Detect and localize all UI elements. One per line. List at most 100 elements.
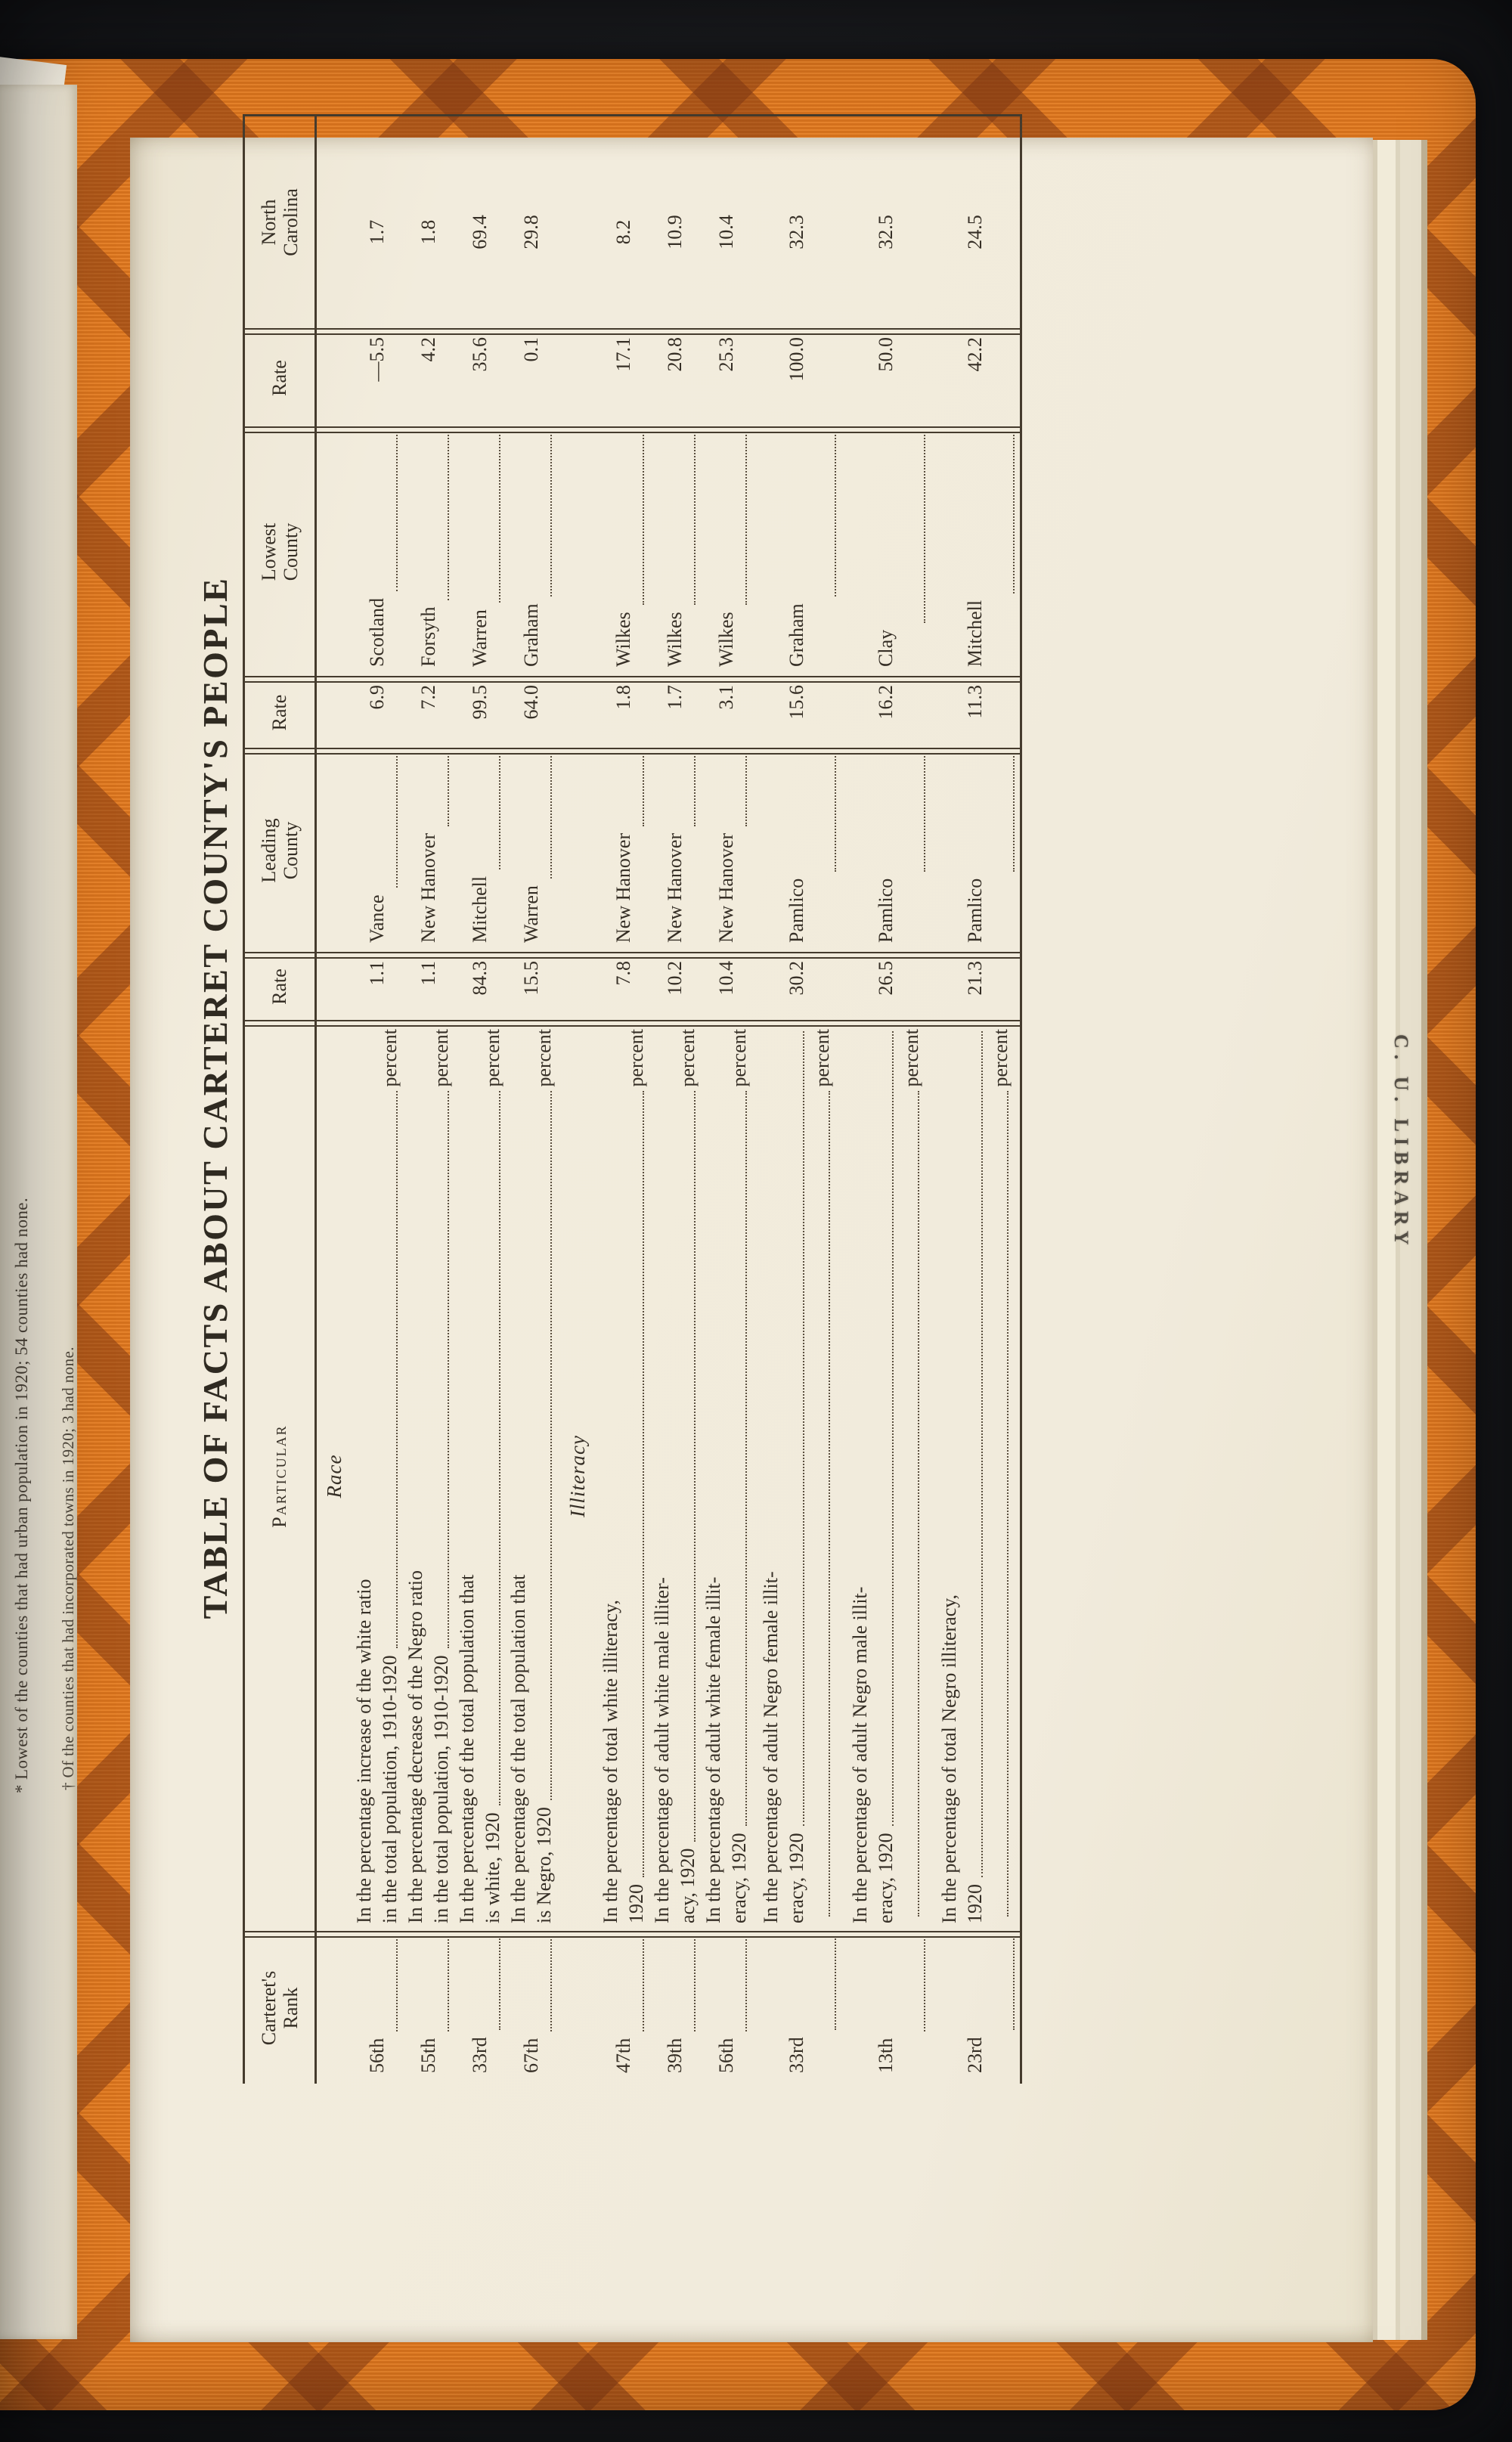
rank-value: 39th xyxy=(664,2038,686,2073)
section-heading-spacer xyxy=(557,749,598,953)
dotted-leader xyxy=(694,1936,696,2031)
particular-cell: In the percentage of adult white female … xyxy=(701,1021,752,1932)
particular-line: In the percentage of adult Negro female … xyxy=(758,1027,784,1923)
header-leading-county: Leading County xyxy=(245,749,314,953)
footnote-incorporated-towns: † Of the counties that had incorporated … xyxy=(59,1347,77,1790)
table-row: 39th In the percentage of adult white mal… xyxy=(649,116,701,2084)
dotted-leader xyxy=(1007,1090,1009,1917)
dotted-leader xyxy=(396,1936,398,2031)
leading-county-cell: Mitchell xyxy=(454,749,506,953)
facing-page-edge xyxy=(0,85,77,2339)
particular-line: In the percentage of adult white female … xyxy=(701,1027,727,1923)
particular-text: In the percentage of adult white male il… xyxy=(651,1577,673,1923)
particular-text: eracy, 1920 xyxy=(875,1833,897,1923)
dotted-leader xyxy=(981,1031,983,1877)
dotted-leader xyxy=(448,753,449,826)
leading-county-name: New Hanover xyxy=(612,832,634,943)
rank-value: 33rd xyxy=(785,2037,807,2073)
lowest-rate-cell: 4.2 xyxy=(403,330,454,428)
leading-county-name: Mitchell xyxy=(469,875,491,943)
lowest-county-cell: Wilkes xyxy=(649,428,701,677)
section-heading-spacer xyxy=(317,953,352,1021)
section-heading-spacer xyxy=(557,330,598,428)
leading-county-cell: Warren xyxy=(506,749,557,953)
particular-text: 1920 xyxy=(625,1884,647,1923)
carteret-rate-cell: 10.2 xyxy=(649,953,701,1021)
dotted-leader xyxy=(892,1031,894,1827)
percent-label: percent xyxy=(811,1029,833,1087)
dotted-leader xyxy=(499,753,500,869)
leading-county-name: Pamlico xyxy=(964,878,986,943)
particular-line: In the percentage of the total populatio… xyxy=(506,1027,531,1923)
particular-cell: In the percentage increase of the white … xyxy=(352,1021,403,1932)
particular-line: In the percentage of adult Negro male il… xyxy=(847,1027,873,1923)
particular-text: In the percentage increase of the white … xyxy=(353,1579,375,1924)
rank-value: 13th xyxy=(875,2038,897,2073)
leading-rate-cell: 6.9 xyxy=(352,677,403,749)
particular-line: in the total population, 1910-1920 percen… xyxy=(429,1027,454,1923)
table-row: 33rd In the percentage of the total popul… xyxy=(454,116,506,2084)
dotted-leader xyxy=(924,1936,925,2031)
dotted-leader xyxy=(643,1936,644,2031)
section-heading-spacer xyxy=(317,330,352,428)
particular-line: In the percentage decrease of the Negro … xyxy=(403,1027,429,1923)
particular-text: In the percentage of total white illiter… xyxy=(600,1600,621,1923)
dotted-leader xyxy=(396,753,398,888)
rank-cell: 47th xyxy=(598,1932,649,2084)
north-carolina-cell: 29.8 xyxy=(506,116,557,330)
table-row: 47th In the percentage of total white ill… xyxy=(598,116,649,2084)
dotted-leader xyxy=(1013,432,1015,593)
rank-cell: 23rd xyxy=(931,1932,1020,2084)
table-row: 67th In the percentage of the total popul… xyxy=(506,116,557,2084)
north-carolina-cell: 10.4 xyxy=(701,116,752,330)
north-carolina-cell: 32.5 xyxy=(841,116,931,330)
lowest-rate-cell: —5.5 xyxy=(352,330,403,428)
north-carolina-cell: 10.9 xyxy=(649,116,701,330)
rank-cell: 56th xyxy=(352,1932,403,2084)
section-heading-label: Illiteracy xyxy=(557,1021,598,1932)
dotted-leader xyxy=(1013,753,1015,872)
north-carolina-cell: 1.8 xyxy=(403,116,454,330)
leading-county-cell: Pamlico xyxy=(841,749,931,953)
leading-rate-cell: 3.1 xyxy=(701,677,752,749)
particular-text: is white, 1920 xyxy=(482,1812,503,1923)
dotted-leader xyxy=(924,753,925,872)
leading-rate-cell: 16.2 xyxy=(841,677,931,749)
page-stack-fore-edge xyxy=(1373,140,1427,2340)
lowest-rate-cell: 100.0 xyxy=(752,330,841,428)
leading-county-cell: Pamlico xyxy=(752,749,841,953)
leading-rate-cell: 64.0 xyxy=(506,677,557,749)
library-stamp: C. U. LIBRARY xyxy=(1390,1034,1412,1251)
leading-county-name: New Hanover xyxy=(664,832,686,943)
particular-line: percent xyxy=(899,1027,925,1923)
dotted-leader xyxy=(550,1090,552,1801)
section-heading-row: Illiteracy xyxy=(557,116,598,2084)
dotted-leader xyxy=(835,432,836,597)
lowest-county-name: Clay xyxy=(875,629,897,667)
header-north-carolina: North Carolina xyxy=(245,116,314,330)
lowest-county-cell: Mitchell xyxy=(931,428,1020,677)
leading-county-name: Pamlico xyxy=(785,878,807,943)
particular-text: In the percentage decrease of the Negro … xyxy=(404,1570,426,1923)
table-title: TABLE OF FACTS ABOUT CARTERET COUNTY'S P… xyxy=(196,576,234,1619)
dotted-leader xyxy=(643,1090,644,1877)
leading-county-name: Pamlico xyxy=(875,878,897,943)
dotted-leader xyxy=(550,753,552,879)
lowest-county-cell: Wilkes xyxy=(598,428,649,677)
page-gutter-strip xyxy=(77,106,130,2442)
lowest-rate-cell: 17.1 xyxy=(598,330,649,428)
particular-cell: In the percentage of the total populatio… xyxy=(506,1021,557,1932)
rank-value: 33rd xyxy=(469,2037,491,2073)
carteret-rate-cell: 21.3 xyxy=(931,953,1020,1021)
lowest-county-name: Wilkes xyxy=(715,612,737,667)
carteret-rate-cell: 15.5 xyxy=(506,953,557,1021)
lowest-county-cell: Graham xyxy=(752,428,841,677)
dotted-leader xyxy=(448,1936,449,2031)
lowest-county-cell: Clay xyxy=(841,428,931,677)
particular-cell: In the percentage of total Negro illiter… xyxy=(931,1021,1020,1932)
dotted-leader xyxy=(694,1090,696,1842)
leading-county-name: New Hanover xyxy=(715,832,737,943)
section-heading-spacer xyxy=(557,116,598,330)
lowest-county-cell: Wilkes xyxy=(701,428,752,677)
rank-cell: 39th xyxy=(649,1932,701,2084)
